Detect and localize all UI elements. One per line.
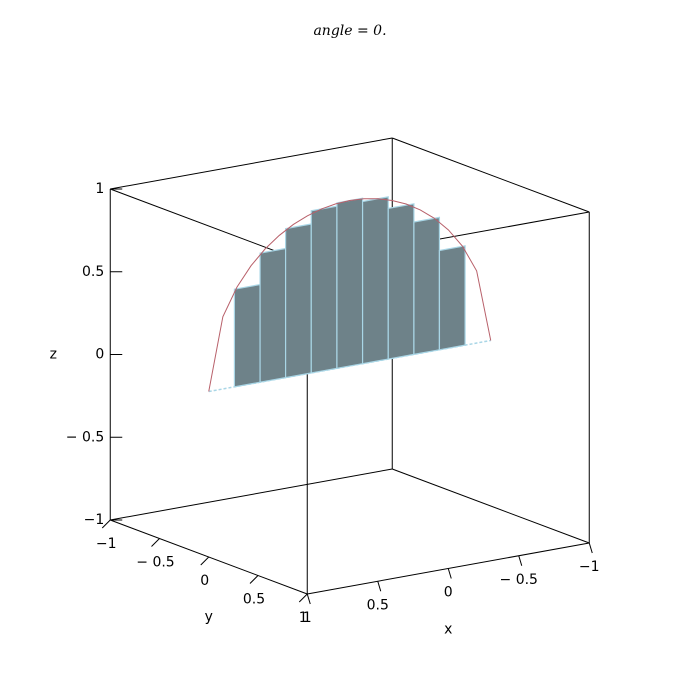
- bar: [336, 197, 364, 370]
- x-tick-label: −1: [579, 559, 600, 575]
- bar: [413, 216, 441, 356]
- x-tick-label: 0: [444, 585, 453, 601]
- bar: [310, 205, 338, 374]
- y-tick-label: 0: [200, 573, 209, 589]
- y-tick: [298, 593, 308, 603]
- box-edge: [392, 137, 590, 213]
- x-tick-label: − 0.5: [500, 572, 538, 588]
- y-tick: [249, 575, 259, 584]
- chart-title: angle = 0.: [313, 23, 386, 39]
- box-edge: [110, 137, 393, 190]
- y-tick-label: − 0.5: [136, 555, 174, 571]
- y-axis-label: y: [205, 609, 213, 625]
- z-axis-label: z: [50, 347, 57, 363]
- y-tick-label: 0.5: [243, 592, 265, 608]
- z-tick-label: − 0.5: [66, 429, 104, 445]
- z-tick-label: 0: [95, 347, 104, 363]
- x-tick: [518, 555, 523, 566]
- box-edge: [392, 468, 590, 544]
- bar: [284, 223, 312, 379]
- y-tick: [200, 556, 210, 566]
- z-tick-label: 1: [95, 181, 104, 197]
- curve: [208, 198, 492, 392]
- bar: [387, 203, 415, 360]
- x-axis-label: x: [444, 622, 452, 638]
- y-tick: [101, 519, 111, 529]
- bar: [233, 283, 261, 388]
- x-tick-label: 0.5: [367, 597, 389, 613]
- y-tick: [151, 538, 160, 547]
- x-tick: [377, 581, 382, 592]
- z-tick-label: −1: [84, 512, 105, 528]
- box-edge: [110, 468, 393, 521]
- x-tick: [588, 542, 593, 554]
- bar: [438, 245, 466, 351]
- bar: [259, 247, 287, 383]
- x-tick: [447, 568, 452, 579]
- z-tick-label: 0.5: [82, 264, 104, 280]
- y-tick-label: 1: [299, 610, 308, 626]
- x-tick-label: 1: [303, 610, 312, 626]
- x-tick: [306, 593, 311, 605]
- bar: [361, 196, 389, 365]
- y-tick-label: −1: [96, 536, 117, 552]
